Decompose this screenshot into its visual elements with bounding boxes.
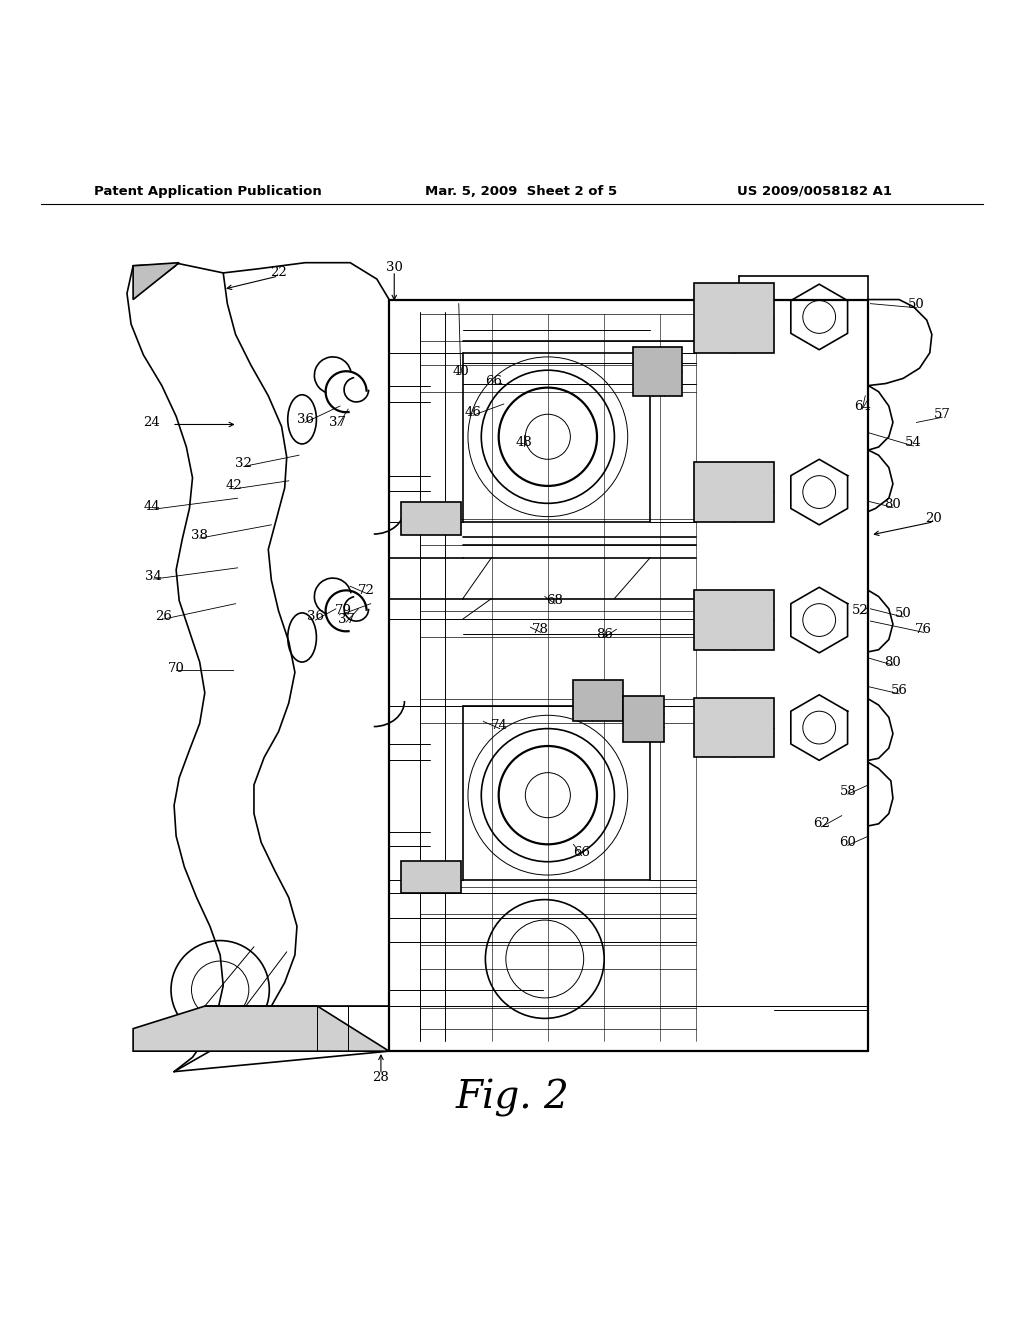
Text: 20: 20 [926,512,942,525]
Text: 80: 80 [885,656,901,668]
FancyBboxPatch shape [694,462,774,521]
Text: 54: 54 [905,437,922,449]
Text: 57: 57 [934,408,950,421]
Text: 72: 72 [358,583,375,597]
Text: 60: 60 [840,836,856,849]
Text: 68: 68 [547,594,563,607]
FancyBboxPatch shape [694,698,774,758]
Text: 74: 74 [492,719,508,733]
Text: 26: 26 [156,610,172,623]
Text: Fig. 2: Fig. 2 [455,1080,569,1117]
Text: 62: 62 [813,817,829,830]
Text: 66: 66 [485,375,502,388]
Text: 46: 46 [465,405,481,418]
Text: 34: 34 [145,569,162,582]
Polygon shape [133,263,179,300]
Text: 52: 52 [852,605,868,618]
Text: Patent Application Publication: Patent Application Publication [94,185,322,198]
Text: 38: 38 [191,528,208,541]
Text: 24: 24 [143,416,160,429]
Text: 50: 50 [908,298,925,312]
FancyBboxPatch shape [401,503,461,535]
Text: 76: 76 [915,623,932,636]
Text: 79: 79 [335,605,351,618]
Text: 32: 32 [236,457,252,470]
Text: 64: 64 [854,400,870,413]
Text: 44: 44 [143,500,160,513]
Text: 48: 48 [516,437,532,449]
Text: 22: 22 [270,267,287,280]
Text: 30: 30 [386,261,402,275]
Text: 58: 58 [840,784,856,797]
Text: 36: 36 [307,610,324,623]
Text: 82: 82 [604,698,621,711]
Text: US 2009/0058182 A1: US 2009/0058182 A1 [737,185,892,198]
Text: 74: 74 [440,502,457,515]
Polygon shape [133,1006,389,1051]
Text: 50: 50 [895,607,911,620]
Text: 56: 56 [891,684,907,697]
Text: 78: 78 [532,623,549,636]
FancyBboxPatch shape [623,696,664,742]
Text: 42: 42 [225,479,242,492]
FancyBboxPatch shape [573,681,623,722]
FancyBboxPatch shape [401,861,461,894]
Text: 40: 40 [453,364,469,378]
Text: 86: 86 [596,628,612,642]
FancyBboxPatch shape [633,347,682,396]
FancyBboxPatch shape [694,590,774,649]
Text: 28: 28 [373,1072,389,1084]
Text: 70: 70 [168,661,184,675]
Text: 36: 36 [297,413,313,426]
Text: 66: 66 [573,846,590,859]
Text: 37: 37 [338,612,354,626]
Text: 80: 80 [885,498,901,511]
Text: 84: 84 [573,684,590,697]
Text: Mar. 5, 2009  Sheet 2 of 5: Mar. 5, 2009 Sheet 2 of 5 [425,185,617,198]
FancyBboxPatch shape [694,284,774,352]
Text: 37: 37 [330,416,346,429]
